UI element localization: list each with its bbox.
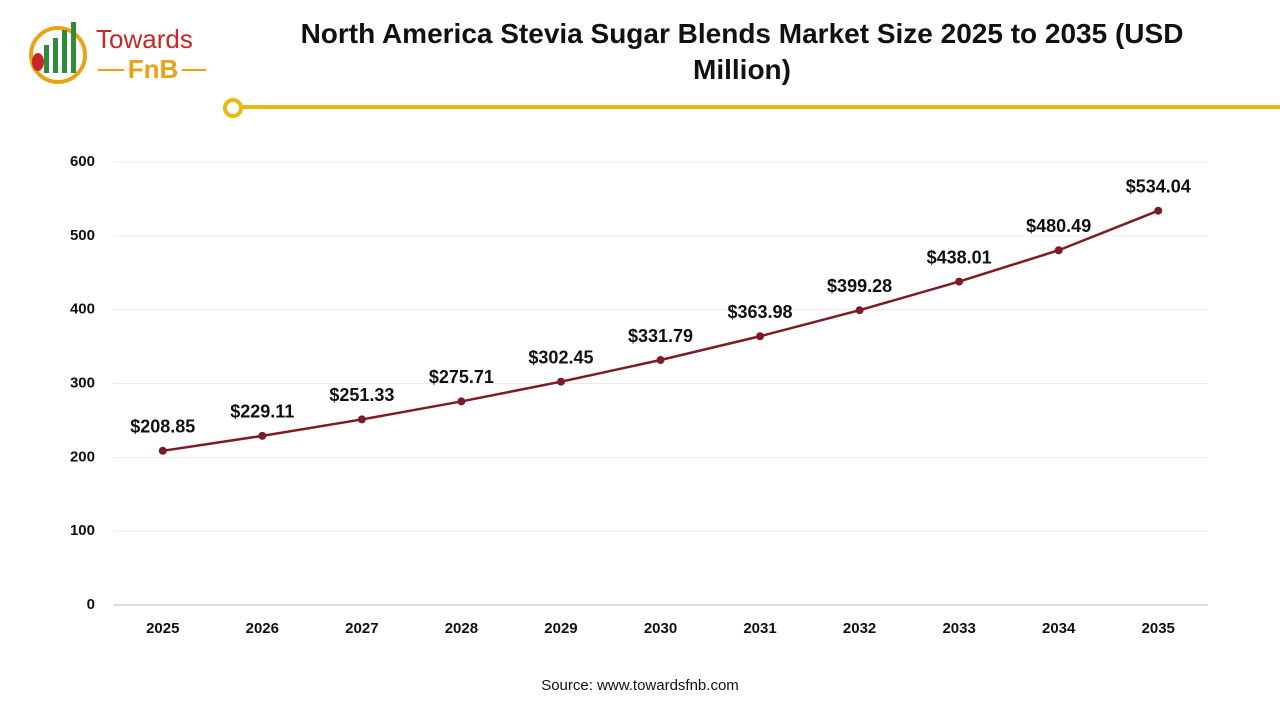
y-tick-label: 500 (70, 227, 95, 244)
data-label: $275.71 (429, 367, 494, 387)
logo-ring (29, 26, 87, 84)
x-tick-label: 2031 (743, 620, 776, 637)
logo-text: FnB (128, 54, 179, 84)
data-point (1154, 206, 1163, 215)
y-tick-label: 0 (87, 596, 95, 613)
data-label: $534.04 (1126, 176, 1191, 196)
y-tick-label: 100 (70, 522, 95, 539)
data-label: $331.79 (628, 326, 693, 346)
data-point (158, 446, 167, 455)
logo-bar (71, 22, 76, 73)
y-tick-label: 300 (70, 374, 95, 391)
data-point (656, 356, 665, 365)
data-point (756, 332, 765, 341)
x-tick-label: 2025 (146, 620, 179, 637)
data-label: $208.85 (130, 417, 195, 437)
header-dot (223, 98, 243, 118)
y-tick-label: 400 (70, 301, 95, 318)
data-point (556, 377, 565, 386)
logo-bar (53, 38, 58, 73)
data-label: $363.98 (728, 302, 793, 322)
chart-title: North America Stevia Sugar Blends Market… (300, 18, 1184, 85)
source: Source: www.towardsfnb.com (541, 677, 739, 694)
x-tick-label: 2035 (1142, 620, 1175, 637)
x-tick-label: 2033 (942, 620, 975, 637)
data-point (258, 431, 267, 440)
x-tick-label: 2034 (1042, 620, 1076, 637)
x-tick-label: 2030 (644, 620, 677, 637)
data-label: $438.01 (927, 247, 992, 267)
x-tick-label: 2029 (544, 620, 577, 637)
data-label: $480.49 (1026, 216, 1091, 236)
x-tick-label: 2026 (246, 620, 279, 637)
y-tick-label: 600 (70, 153, 95, 170)
data-point (357, 415, 366, 424)
y-tick-label: 200 (70, 448, 95, 465)
logo-bar (44, 45, 49, 73)
data-point (855, 306, 864, 315)
data-label: $251.33 (329, 385, 394, 405)
logo-bar (62, 30, 67, 73)
data-label: $399.28 (827, 276, 892, 296)
logo: Towards FnB (29, 22, 206, 84)
data-point (457, 397, 466, 406)
x-tick-label: 2028 (445, 620, 478, 637)
x-tick-label: 2027 (345, 620, 378, 637)
logo-spoon (32, 53, 44, 71)
data-label: $302.45 (528, 347, 593, 367)
logo-text: Towards (96, 24, 193, 54)
data-point (955, 277, 964, 286)
data-label: $229.11 (230, 402, 294, 422)
data-point (1054, 246, 1063, 255)
x-tick-label: 2032 (843, 620, 876, 637)
